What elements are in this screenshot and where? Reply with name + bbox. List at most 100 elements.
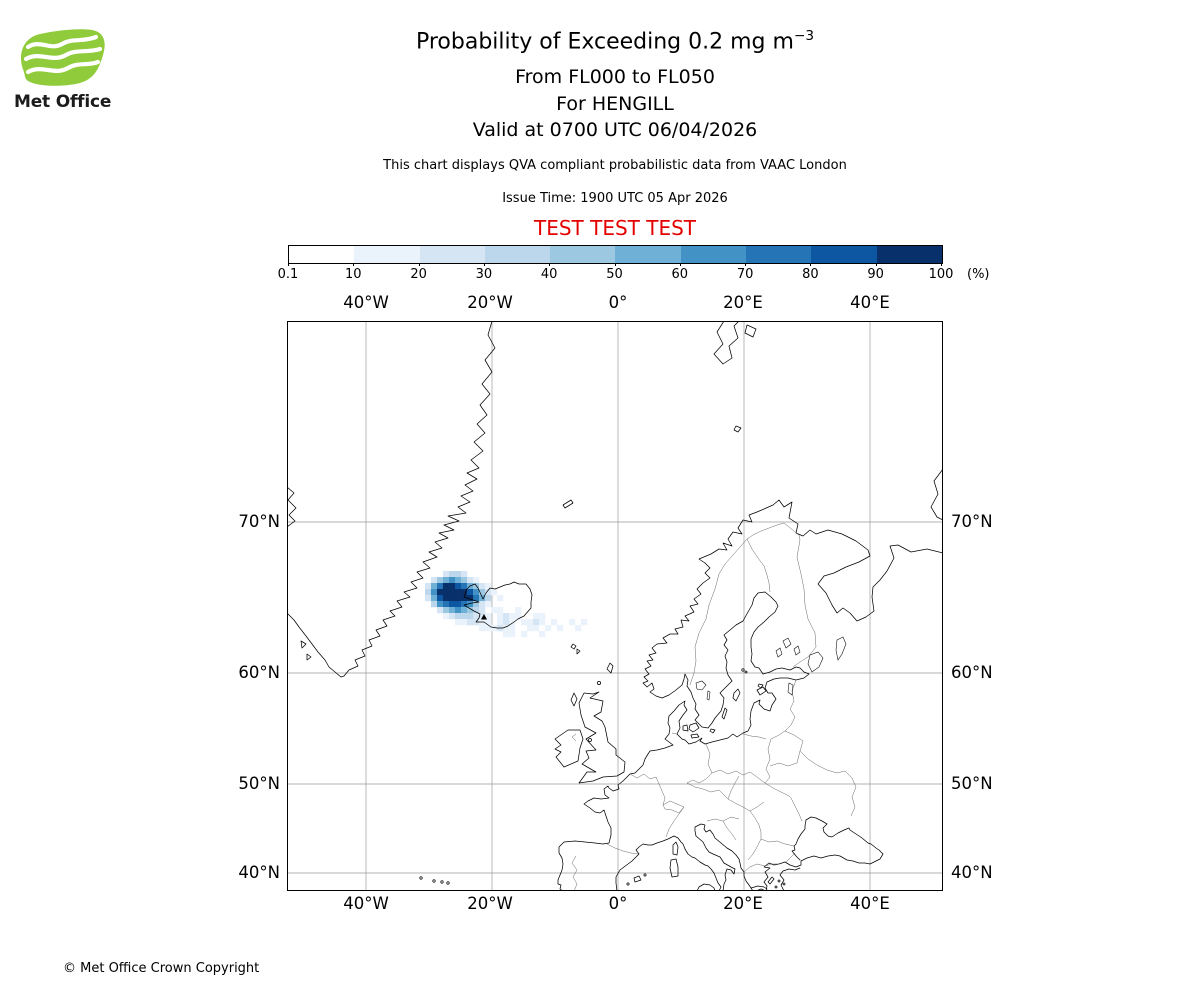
ash-plume-cell	[461, 601, 468, 608]
coast-aegean-blacksea	[763, 816, 884, 892]
qva-note: This chart displays QVA compliant probab…	[383, 158, 847, 173]
ash-plume-cell	[473, 577, 480, 584]
coastlines	[286, 320, 944, 892]
lake-finland-1	[782, 637, 792, 649]
coast-svalbard	[713, 320, 740, 365]
lake-finland-3	[775, 647, 783, 658]
colorbar-tick-mark	[614, 263, 616, 266]
ash-plume-cell	[509, 619, 516, 626]
island-orkney	[597, 681, 601, 685]
ash-plume-cell	[509, 631, 516, 638]
colorbar-segment	[289, 246, 355, 263]
ash-plume-cell	[443, 613, 450, 620]
colorbar-tick-mark	[288, 263, 289, 266]
island-azores-2	[432, 879, 436, 883]
colorbar-tick-label: 30	[475, 267, 493, 282]
ash-plume-cell	[467, 613, 474, 620]
ash-plume-cell	[437, 607, 444, 614]
island-euboea	[767, 876, 775, 885]
colorbar-tick-label: 70	[736, 267, 754, 282]
island-corsica	[672, 841, 679, 856]
ash-plume-cell	[449, 589, 456, 596]
title-superscript: −3	[793, 28, 815, 44]
coast-iceland	[463, 581, 533, 629]
island-funen	[682, 724, 689, 732]
ash-plume-cell	[503, 631, 510, 638]
ash-plume-cell	[437, 583, 444, 590]
colorbar-tick-mark	[875, 263, 877, 266]
island-aegean-2	[782, 882, 786, 886]
colorbar-segment	[615, 246, 681, 263]
ash-plume-cell	[461, 619, 468, 626]
ash-plume-cell	[467, 607, 474, 614]
ash-plume-cell	[461, 571, 468, 578]
ash-plume-cell	[569, 619, 576, 626]
graticule	[287, 321, 943, 891]
ash-plume-cell	[485, 625, 492, 632]
map-svg	[286, 320, 944, 892]
ash-plume-cell	[455, 595, 462, 602]
island-lolland	[690, 733, 700, 739]
lake-vanern	[695, 680, 707, 691]
map-frame	[287, 321, 943, 891]
ash-plume-cell	[485, 601, 492, 608]
ash-plume-cell	[425, 583, 432, 590]
ash-plume-cell	[539, 619, 546, 626]
ash-plume-cell	[467, 601, 474, 608]
colorbar-tick-label: 40	[540, 267, 558, 282]
island-edgeoya	[744, 324, 757, 338]
colorbar-tick-label: 10	[345, 267, 362, 282]
colorbar-segment	[550, 246, 616, 263]
longitude-labels-top: 40°W 20°W 0° 20°E 40°E	[287, 293, 943, 313]
island-aegean-1	[777, 879, 781, 883]
ash-plume-cell	[485, 583, 492, 590]
colorbar-tick-label: 0.1	[277, 267, 299, 282]
lat-tick-label: 40°N	[238, 863, 280, 882]
ash-plume-cell	[473, 595, 480, 602]
ash-plume-cell	[449, 595, 456, 602]
ash-plume-cell	[449, 607, 456, 614]
ash-plume-cell	[503, 613, 510, 620]
ash-plume-cell	[443, 577, 450, 584]
ash-plume-cell	[539, 631, 546, 638]
lon-tick-label: 0°	[608, 894, 628, 913]
colorbar-tick-mark	[353, 263, 355, 266]
island-sicily	[696, 883, 716, 892]
ash-plume-cell	[533, 619, 540, 626]
lon-tick-label: 20°W	[467, 293, 513, 312]
longitude-labels-bottom: 40°W 20°W 0° 20°E 40°E	[287, 894, 943, 914]
ash-plume-cell	[491, 625, 498, 632]
lake-finland-2	[793, 645, 801, 656]
lat-tick-label: 70°N	[951, 512, 993, 531]
ash-plume-cell	[473, 607, 480, 614]
ash-plume-cell	[497, 607, 504, 614]
colorbar-segment	[419, 246, 485, 263]
island-zealand	[688, 722, 700, 733]
lake-peipus	[787, 682, 794, 696]
ash-plume-cell	[479, 607, 486, 614]
ash-plume-cell	[437, 595, 444, 602]
ash-plume-cell	[461, 577, 468, 584]
island-faroe-1	[570, 643, 577, 650]
map-area	[286, 320, 944, 892]
ash-plume-cell	[521, 619, 528, 626]
ash-plume-cell	[455, 577, 462, 584]
lat-tick-label: 50°N	[238, 774, 280, 793]
island-hiiumaa	[757, 683, 764, 689]
met-office-logo-graphic	[20, 29, 105, 86]
volcano-marker	[481, 614, 487, 620]
ash-plume-cell	[575, 625, 582, 632]
lon-tick-label: 40°W	[343, 293, 389, 312]
ash-plume-cell	[443, 607, 450, 614]
ash-plume-cell	[485, 589, 492, 596]
ash-plume-cell	[455, 571, 462, 578]
subtitle-block: From FL000 to FL050 For HENGILL Valid at…	[287, 64, 943, 144]
coast-greenland	[286, 320, 496, 678]
met-office-logo-text: Met Office	[14, 92, 112, 112]
island-azores-4	[446, 881, 450, 885]
colorbar-tick-mark	[418, 263, 420, 266]
lon-tick-label: 20°E	[723, 894, 763, 913]
ash-plume-cell	[431, 589, 438, 596]
ash-plume-cell	[521, 631, 528, 638]
ash-plume-cell	[443, 601, 450, 608]
